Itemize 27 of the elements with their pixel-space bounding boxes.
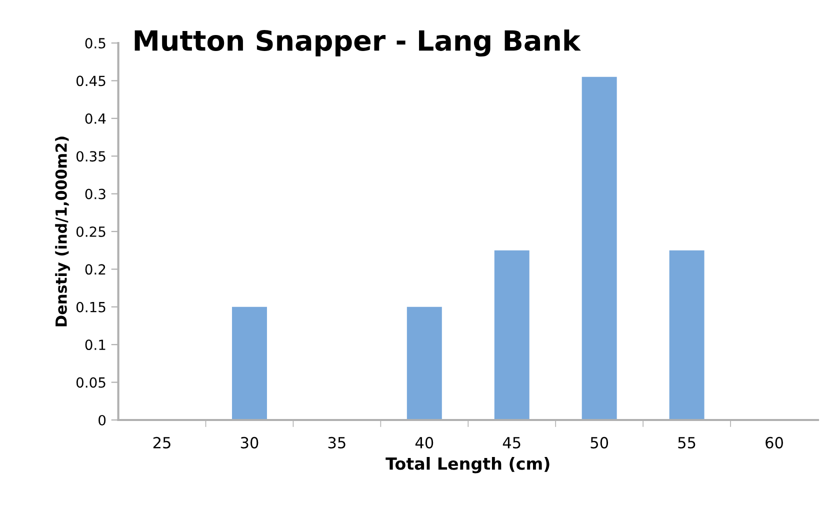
y-tick-label: 0.3 xyxy=(85,188,106,200)
y-tick-label: 0.45 xyxy=(76,76,106,86)
bar xyxy=(406,306,442,420)
y-axis-title: Denstiy (ind/1,000m2) xyxy=(55,136,70,326)
bar xyxy=(582,76,617,420)
y-tick-label: 0.2 xyxy=(85,264,106,275)
chart-title: Mutton Snapper - Lang Bank xyxy=(134,29,581,57)
x-tick-label: 45 xyxy=(502,437,520,448)
x-tick-label: 50 xyxy=(590,436,608,448)
bar xyxy=(232,306,267,420)
y-tick-label: 0.4 xyxy=(85,113,106,124)
x-axis-title: Total Length (cm) xyxy=(386,456,550,474)
x-tick-label: 40 xyxy=(415,436,434,448)
x-tick-label: 60 xyxy=(766,436,783,448)
y-tick-label: 0 xyxy=(98,414,106,426)
y-tick-label: 0.5 xyxy=(85,38,106,48)
y-tick-label: 0.35 xyxy=(76,151,106,162)
x-tick-label: 35 xyxy=(328,436,346,448)
bar xyxy=(494,250,530,420)
x-tick-label: 55 xyxy=(678,437,696,448)
x-tick-label: 25 xyxy=(153,436,170,448)
x-tick-label: 30 xyxy=(240,436,258,448)
y-tick-label: 0.15 xyxy=(76,302,106,312)
y-tick-label: 0.25 xyxy=(76,226,106,237)
bar xyxy=(669,250,704,420)
y-tick-label: 0.05 xyxy=(76,377,106,388)
y-tick-label: 0.1 xyxy=(85,340,106,350)
